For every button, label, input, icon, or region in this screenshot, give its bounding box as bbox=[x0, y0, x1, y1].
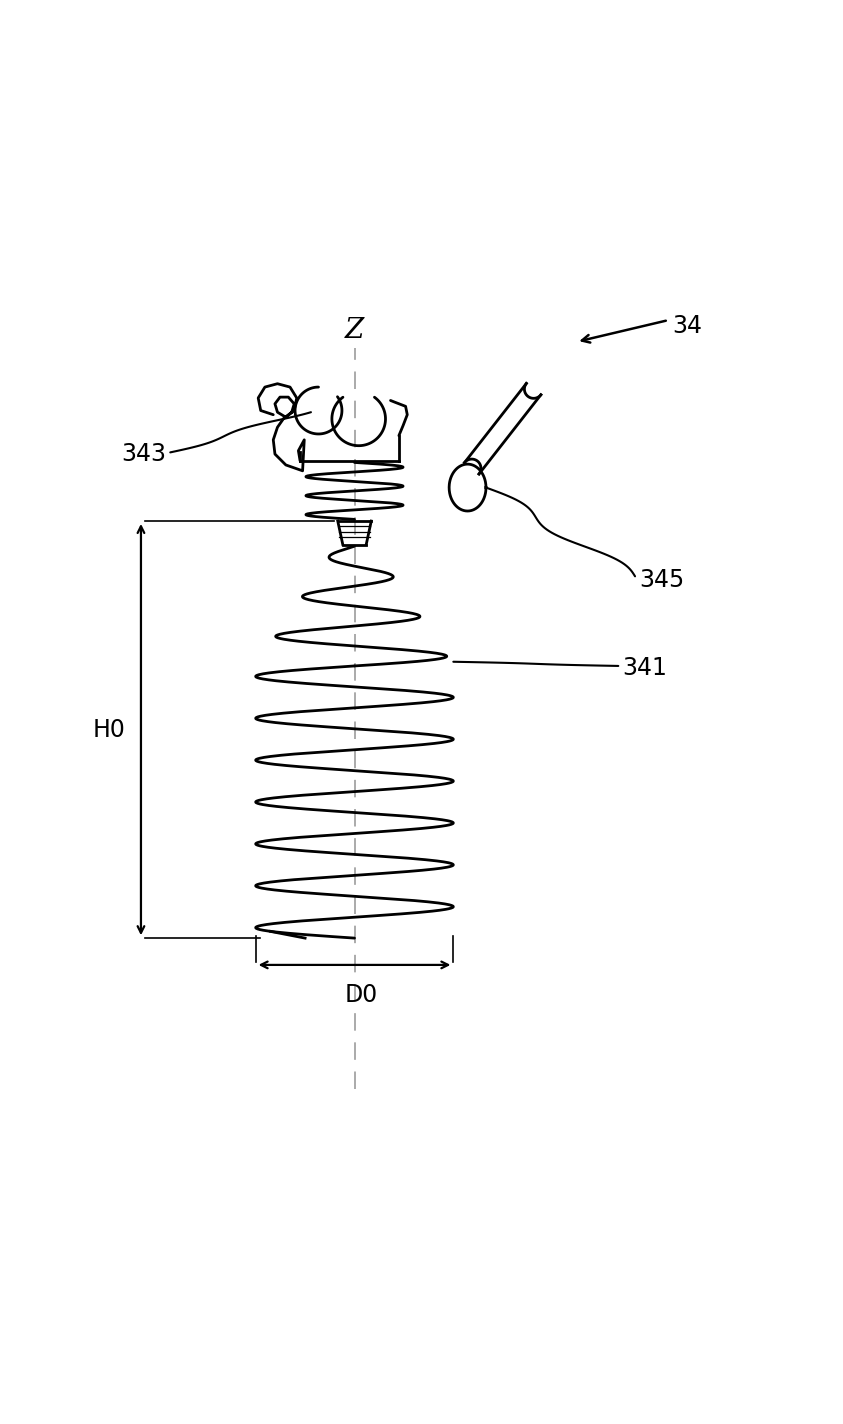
Text: Z: Z bbox=[345, 316, 364, 343]
Text: 345: 345 bbox=[639, 568, 685, 592]
Text: 341: 341 bbox=[622, 656, 668, 681]
Text: 34: 34 bbox=[673, 315, 703, 339]
Text: 343: 343 bbox=[121, 441, 166, 466]
Text: D0: D0 bbox=[345, 984, 378, 1007]
Text: H0: H0 bbox=[93, 718, 126, 742]
